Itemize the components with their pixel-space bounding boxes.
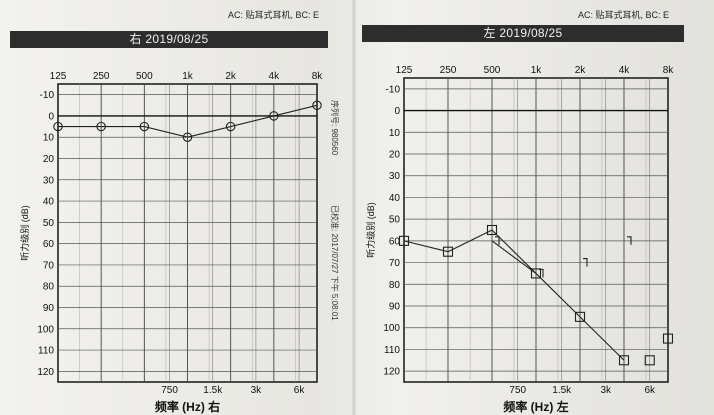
right-x-top-tick: 250 [93,71,110,82]
right-x-axis-label: 频率 (Hz) 右 [155,399,220,414]
right-y-tick: 0 [48,111,54,122]
right-y-tick: 90 [43,303,55,314]
right-series-line [187,126,231,138]
right-y-tick: 80 [43,282,55,293]
right-data-point-circle [269,111,279,121]
right-data-point-circle [225,121,236,132]
right-series-line [230,115,274,128]
right-y-tick: 50 [43,218,55,229]
right-x-top-tick: 125 [50,71,67,82]
left-series-line [403,240,449,253]
left-series-line [447,229,493,253]
left-y-tick: 30 [389,171,401,182]
right-y-tick: 40 [43,197,55,208]
left-y-tick: -10 [386,84,401,95]
left-y-tick: 70 [389,258,401,269]
right-data-point-circle [53,121,63,132]
left-y-tick: 60 [389,236,401,247]
left-x-bottom-tick: 1.5k [552,385,572,396]
left-data-point-square [574,311,586,322]
left-x-axis-label: 频率 (Hz) 左 [503,399,568,414]
left-data-point-square [398,235,410,246]
right-y-tick: 120 [37,367,54,378]
left-series-line [491,240,537,274]
left-y-tick: 20 [389,150,401,161]
left-x-top-tick: 250 [440,65,457,76]
left-bc-marker [495,236,500,245]
left-x-top-tick: 500 [484,65,501,76]
right-y-tick: -10 [40,90,55,101]
right-data-point-circle [96,121,106,132]
right-series-line [144,126,188,138]
right-x-bottom-tick: 6k [294,385,306,396]
left-y-tick: 40 [389,193,401,204]
left-y-axis-label: 听力级别 (dB) [365,202,376,258]
right-x-top-tick: 2k [225,71,237,82]
left-ear-title: 左 2019/08/25 [362,25,684,42]
left-ac-label: AC: 贴耳式耳机, BC: E [578,10,670,20]
right-data-point-circle [182,132,193,142]
left-series-line [579,316,625,361]
left-bc-marker [583,258,588,267]
left-series-line [535,273,581,318]
left-x-bottom-tick: 750 [509,385,526,396]
right-y-tick: 100 [37,324,54,335]
left-x-top-tick: 2k [575,65,587,76]
left-x-bottom-tick: 6k [644,385,656,396]
left-bc-marker [539,268,544,278]
right-x-bottom-tick: 3k [251,385,263,396]
left-y-tick: 80 [389,280,401,291]
right-x-top-tick: 1k [182,71,194,82]
left-y-tick: 0 [394,106,400,117]
right-ac-label: AC: 贴耳式耳机, BC: E [228,10,320,20]
right-x-top-tick: 500 [136,71,153,82]
right-y-tick: 10 [43,133,55,144]
left-y-tick: 10 [389,128,401,139]
right-series-line [273,104,318,117]
right-y-axis-label: 听力级别 (dB) [19,205,30,261]
left-x-top-tick: 4k [619,65,631,76]
left-y-tick: 100 [383,323,400,334]
left-data-point-square [618,355,630,366]
left-y-tick: 50 [389,215,401,226]
left-x-top-tick: 125 [396,65,413,76]
left-data-point-square [530,268,542,279]
left-y-tick: 90 [389,302,401,313]
left-x-top-tick: 1k [531,65,543,76]
right-data-point-circle [312,100,322,111]
right-y-tick: 20 [43,154,55,165]
left-bc-marker [627,236,632,245]
left-data-point-square [644,355,655,366]
left-y-tick: 110 [384,345,400,356]
right-x-bottom-tick: 750 [161,385,178,396]
right-x-top-tick: 4k [269,71,281,82]
page-fold [352,0,356,415]
right-x-bottom-tick: 1.5k [203,385,223,396]
right-y-tick: 30 [43,175,55,186]
left-y-tick: 120 [383,367,400,378]
left-x-top-tick: 8k [663,65,675,76]
right-data-point-circle [139,121,150,132]
right-y-tick: 70 [43,260,55,271]
right-y-tick: 60 [43,239,55,250]
left-data-point-square [486,224,498,236]
left-x-bottom-tick: 3k [600,385,612,396]
right-ear-title: 右 2019/08/25 [10,31,328,48]
left-data-point-square [442,246,454,257]
left-data-point-square [662,333,674,344]
right-y-tick: 110 [38,346,54,357]
right-x-top-tick: 8k [312,71,324,82]
